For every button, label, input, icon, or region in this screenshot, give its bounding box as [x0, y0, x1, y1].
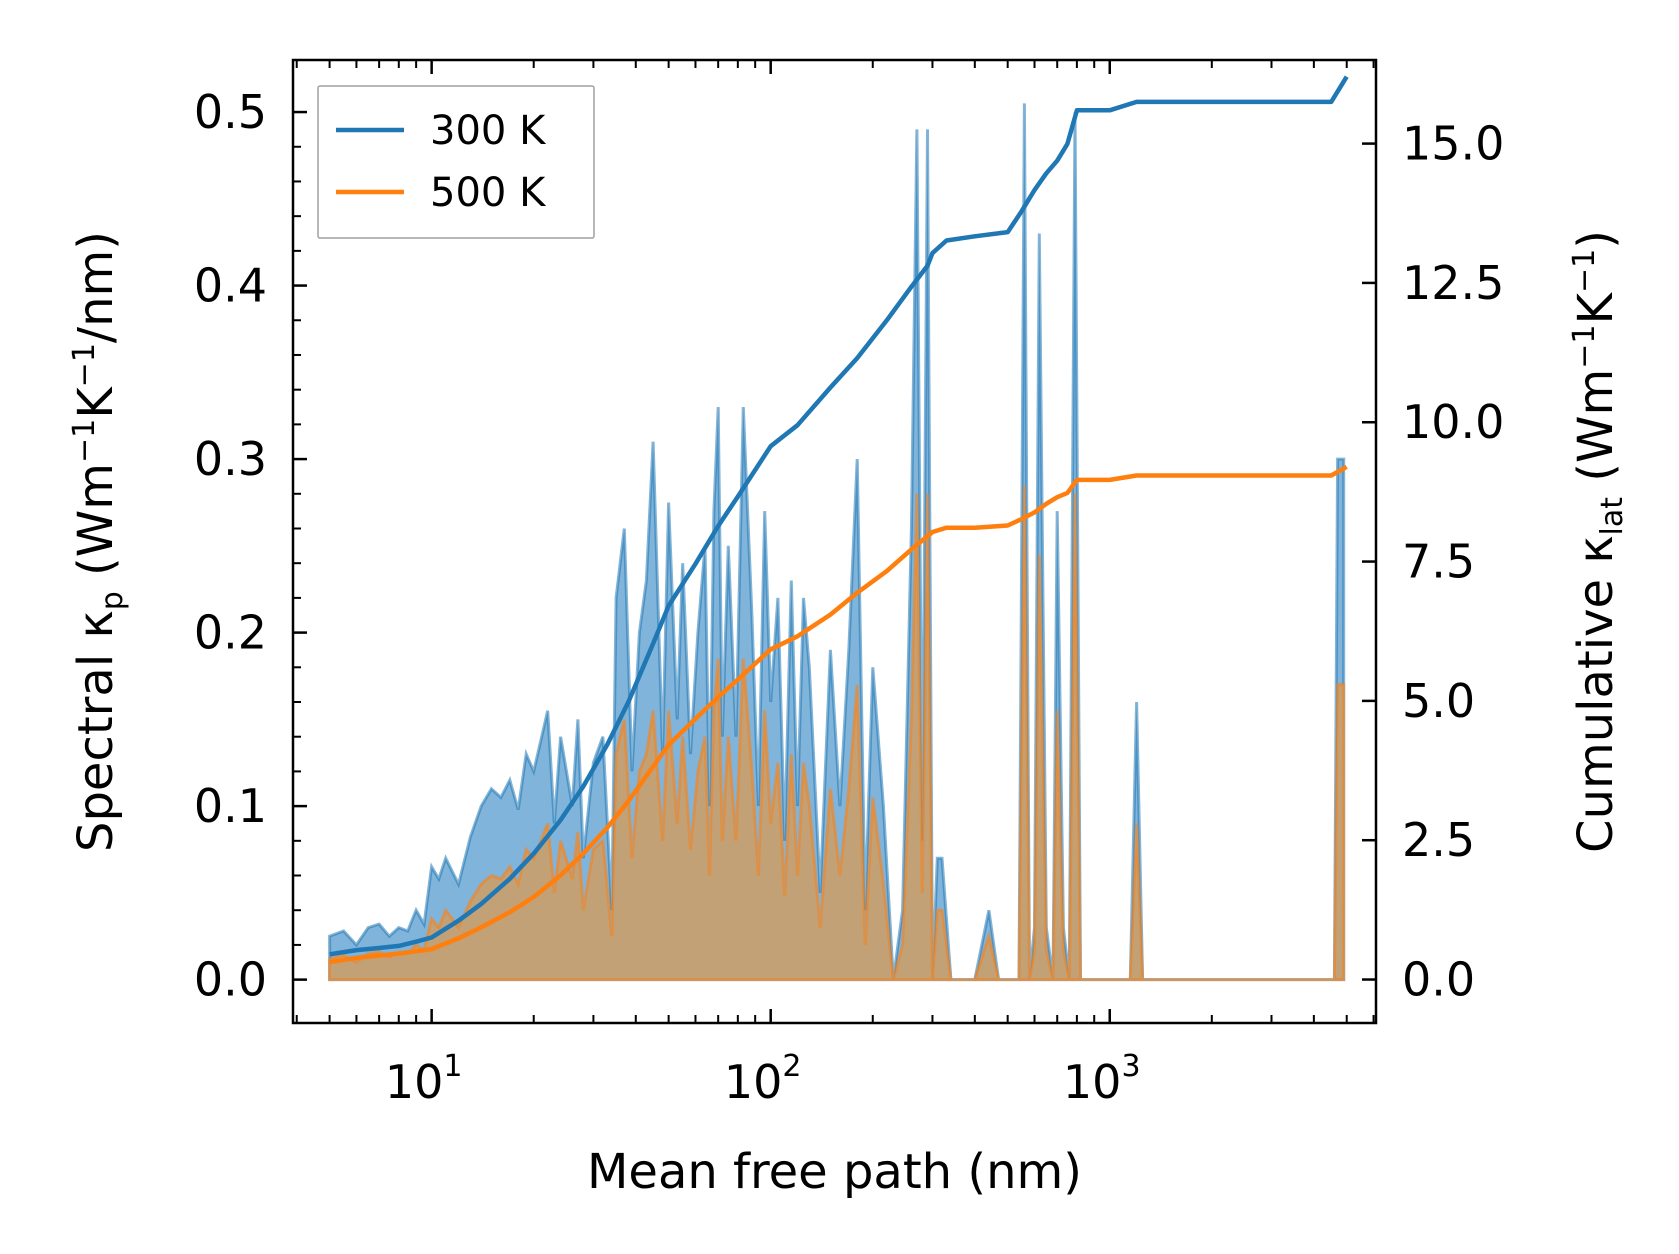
- left-y-title-prefix: Spectral κ: [68, 610, 124, 852]
- right-y-title-sub: lat: [1595, 497, 1630, 536]
- left-y-axis-title: Spectral κp (Wm−1K−1/nm): [67, 231, 130, 852]
- left-y-tick-label: 0.0: [194, 953, 267, 1007]
- left-y-title-units-mid: K: [68, 386, 124, 419]
- right-y-tick-label: 12.5: [1402, 256, 1504, 310]
- x-tick-label: 101: [385, 1049, 463, 1109]
- left-y-tick-label: 0.3: [194, 432, 267, 486]
- right-y-tick-label: 0.0: [1402, 953, 1475, 1007]
- axis-ticks: 101 102 1030.00.10.20.30.40.50.02.55.07.51…: [194, 60, 1504, 1109]
- left-y-tick-label: 0.2: [194, 606, 267, 660]
- x-axis-title: Mean free path (nm): [587, 1144, 1082, 1200]
- left-y-title-sup2: −1: [67, 343, 102, 387]
- right-y-tick-label: 2.5: [1402, 813, 1475, 867]
- left-y-title-units-close: /nm): [68, 231, 124, 343]
- left-y-title-sup1: −1: [67, 419, 102, 463]
- spectral-area-500k: [328, 485, 1346, 982]
- cumulative-line-500k: [329, 464, 1348, 965]
- right-y-title-sup2: −1: [1567, 249, 1602, 293]
- right-y-tick-label: 10.0: [1402, 395, 1504, 449]
- x-tick-exp: 2: [782, 1049, 801, 1084]
- right-y-tick-label: 7.5: [1402, 535, 1475, 589]
- right-y-title-sup1: −1: [1567, 325, 1602, 369]
- x-tick-base: 10: [1063, 1055, 1122, 1109]
- right-y-tick-label: 5.0: [1402, 674, 1475, 728]
- x-tick-label: 103: [1063, 1049, 1141, 1109]
- plot-frame: [291, 58, 1378, 1025]
- right-y-title-units-open: (Wm: [1568, 369, 1624, 497]
- left-y-title-units-open: (Wm: [68, 463, 124, 591]
- right-y-tick-label: 15.0: [1402, 117, 1504, 171]
- x-tick-base: 10: [724, 1055, 783, 1109]
- spectral-area-300k: [328, 103, 1346, 982]
- legend-label-300k: 300 K: [430, 108, 547, 154]
- x-tick-base: 10: [385, 1055, 444, 1109]
- cumulative-line-300k: [329, 75, 1349, 957]
- legend-label-500k: 500 K: [430, 170, 547, 216]
- legend-box: [317, 85, 595, 239]
- x-tick-label: 102: [724, 1049, 802, 1109]
- left-y-tick-label: 0.1: [194, 779, 267, 833]
- plot-area: [328, 75, 1349, 982]
- x-tick-exp: 3: [1121, 1049, 1140, 1084]
- x-tick-exp: 1: [443, 1049, 462, 1084]
- right-y-title-prefix: Cumulative κ: [1568, 535, 1624, 853]
- legend: 300 K 500 K: [317, 85, 595, 239]
- left-y-tick-label: 0.5: [194, 85, 267, 139]
- left-y-title-sub: p: [95, 591, 130, 610]
- right-y-axis-title: Cumulative κlat (Wm−1K−1): [1567, 230, 1630, 853]
- right-y-title-units-mid: K: [1568, 292, 1624, 325]
- left-y-tick-label: 0.4: [194, 259, 267, 313]
- right-y-title-units-close: ): [1568, 230, 1624, 249]
